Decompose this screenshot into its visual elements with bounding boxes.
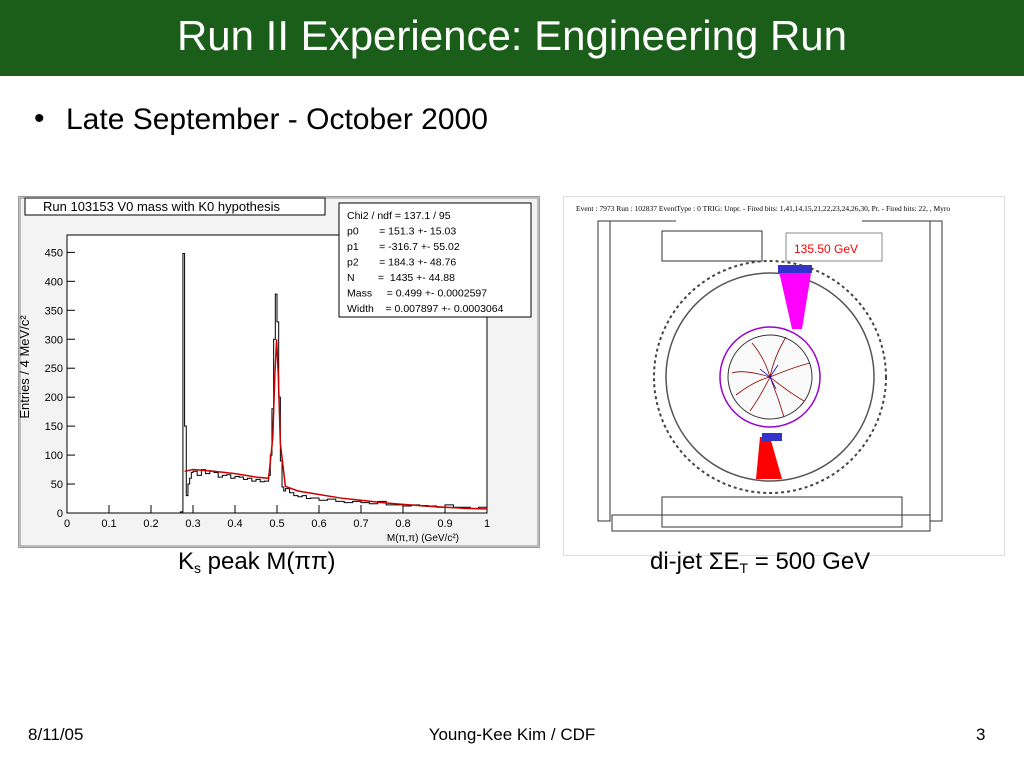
- y-tick-label: 400: [45, 276, 63, 288]
- x-tick-label: 0.1: [101, 518, 116, 530]
- stats-line: p1 = -316.7 +- 55.02: [347, 241, 460, 253]
- bullet-text: Late September - October 2000: [66, 103, 488, 136]
- caption-k-sub: s: [194, 560, 202, 576]
- y-tick-label: 350: [45, 305, 63, 317]
- stats-line: p0 = 151.3 +- 15.03: [347, 226, 456, 238]
- stats-line: Chi2 / ndf = 137.1 / 95: [347, 210, 451, 222]
- data-histogram-series: [179, 253, 488, 513]
- upper-jet-em: [778, 265, 812, 273]
- outer-calorimeter-ring: [653, 260, 887, 494]
- x-tick-label: 0.6: [311, 518, 326, 530]
- et-label-box: [785, 232, 883, 262]
- slide-title: Run II Experience: Engineering Run: [176, 12, 848, 59]
- stats-line: p2 = 184.3 +- 48.76: [347, 257, 456, 269]
- y-tick-label: 0: [57, 508, 63, 520]
- stats-box: Chi2 / ndf = 137.1 / 95 p0 = 151.3 +- 15.…: [338, 202, 532, 318]
- y-tick-label: 150: [45, 421, 63, 433]
- x-tick-label: 0.9: [437, 518, 452, 530]
- caption-rest: peak M(ππ): [201, 548, 336, 575]
- y-tick-label: 200: [45, 392, 63, 404]
- tracks: [731, 336, 811, 418]
- y-tick-label: 50: [51, 479, 63, 491]
- x-tick-label: 0.2: [143, 518, 158, 530]
- tracking-chamber: [719, 326, 821, 428]
- x-tick-label: 0.7: [353, 518, 368, 530]
- fit-curve-series: [184, 339, 488, 510]
- y-tick-label: 100: [45, 450, 63, 462]
- left-caption: Ks peak M(ππ): [178, 548, 336, 576]
- x-tick-label: 0.4: [227, 518, 242, 530]
- event-display: Event : 7973 Run : 102837 EventType : 0 …: [564, 197, 1004, 555]
- bullet-marker: •: [34, 102, 45, 135]
- stats-line: Width = 0.007897 +- 0.0003064: [347, 303, 504, 315]
- footer-date: 8/11/05: [28, 725, 84, 744]
- y-tick-label: 450: [45, 247, 63, 259]
- caption-post: = 500 GeV: [748, 548, 871, 575]
- caption-k: K: [178, 548, 195, 575]
- y-axis-label: Entries / 4 MeV/c²: [19, 315, 32, 419]
- caption-sub: T: [739, 560, 749, 576]
- x-axis-label: M(π,π) (GeV/c²): [387, 533, 459, 544]
- x-tick-label: 0: [64, 518, 70, 530]
- inner-tracks: [759, 364, 779, 390]
- footer-author: Young-Kee Kim / CDF: [428, 725, 596, 744]
- stats-line: N = 1435 +- 44.88: [347, 272, 455, 284]
- y-tick-label: 300: [45, 334, 63, 346]
- y-tick-label: 250: [45, 363, 63, 375]
- lower-jet-em: [762, 433, 782, 441]
- detector-frame: [597, 220, 943, 532]
- caption-pre: di-jet ΣE: [650, 548, 740, 575]
- stats-line: Mass = 0.499 +- 0.0002597: [347, 288, 487, 300]
- event-header: Event : 7973 Run : 102837 EventType : 0 …: [576, 204, 950, 213]
- chart-title: Run 103153 V0 mass with K0 hypothesis: [43, 199, 281, 214]
- x-tick-label: 1: [484, 518, 490, 530]
- x-tick-label: 0.5: [269, 518, 284, 530]
- event-display-panel: Event : 7973 Run : 102837 EventType : 0 …: [563, 196, 1005, 556]
- chart-title-box: Run 103153 V0 mass with K0 hypothesis: [24, 197, 326, 216]
- x-tick-label: 0.3: [185, 518, 200, 530]
- footer-page-number: 3: [976, 725, 986, 744]
- inner-calorimeter-ring: [665, 272, 875, 482]
- right-caption: di-jet ΣET = 500 GeV: [650, 548, 870, 576]
- title-bar: [0, 0, 1024, 76]
- x-tick-label: 0.8: [395, 518, 410, 530]
- lower-jet-tower: [756, 437, 782, 479]
- et-label: 135.50 GeV: [794, 242, 858, 256]
- upper-jet-tower: [778, 267, 812, 329]
